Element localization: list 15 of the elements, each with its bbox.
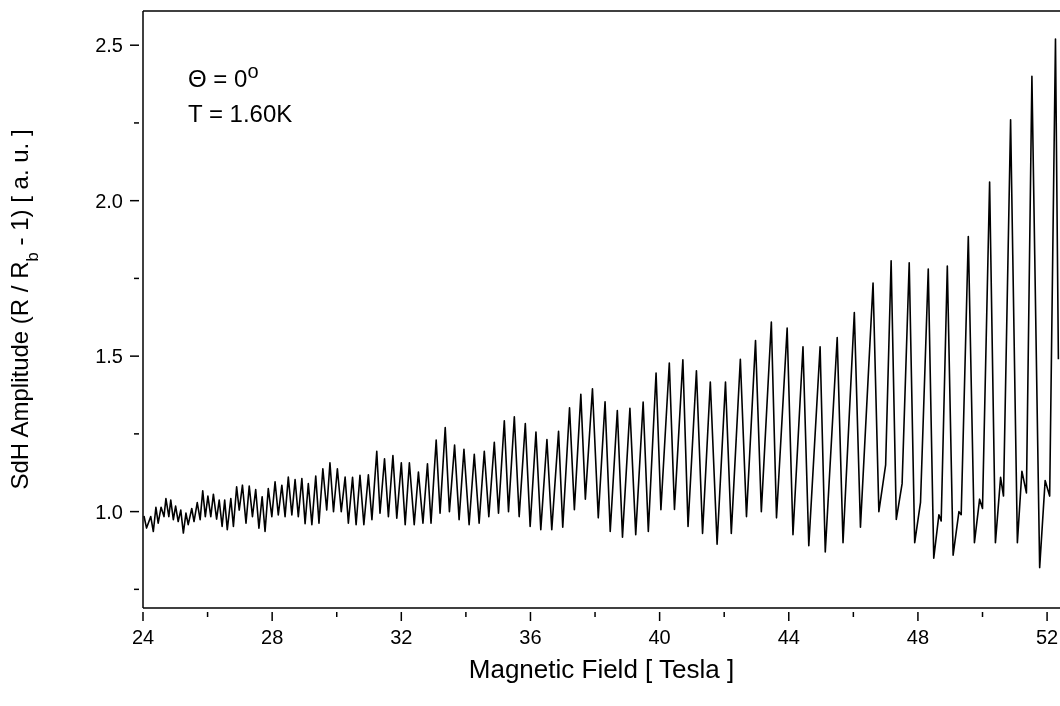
x-tick-label: 28 — [261, 626, 284, 648]
x-tick-label: 36 — [519, 626, 542, 648]
x-tick-label: 48 — [906, 626, 930, 648]
y-tick-label: 2.5 — [95, 34, 123, 57]
x-axis-title: Magnetic Field [ Tesla ] — [468, 654, 735, 684]
x-tick-label: 44 — [777, 626, 800, 648]
y-tick-label: 1.5 — [95, 345, 123, 368]
x-tick-label: 24 — [131, 626, 155, 648]
y-tick-label: 2.0 — [95, 189, 123, 212]
annotation: Θ = 0$^{o}$ — [188, 60, 259, 93]
annotation: T = 1.60K — [188, 100, 293, 128]
x-tick-label: 52 — [1035, 626, 1059, 648]
y-tick-label: 1.0 — [95, 500, 123, 523]
x-tick-label: 40 — [648, 626, 671, 648]
x-tick-label: 32 — [390, 626, 413, 648]
